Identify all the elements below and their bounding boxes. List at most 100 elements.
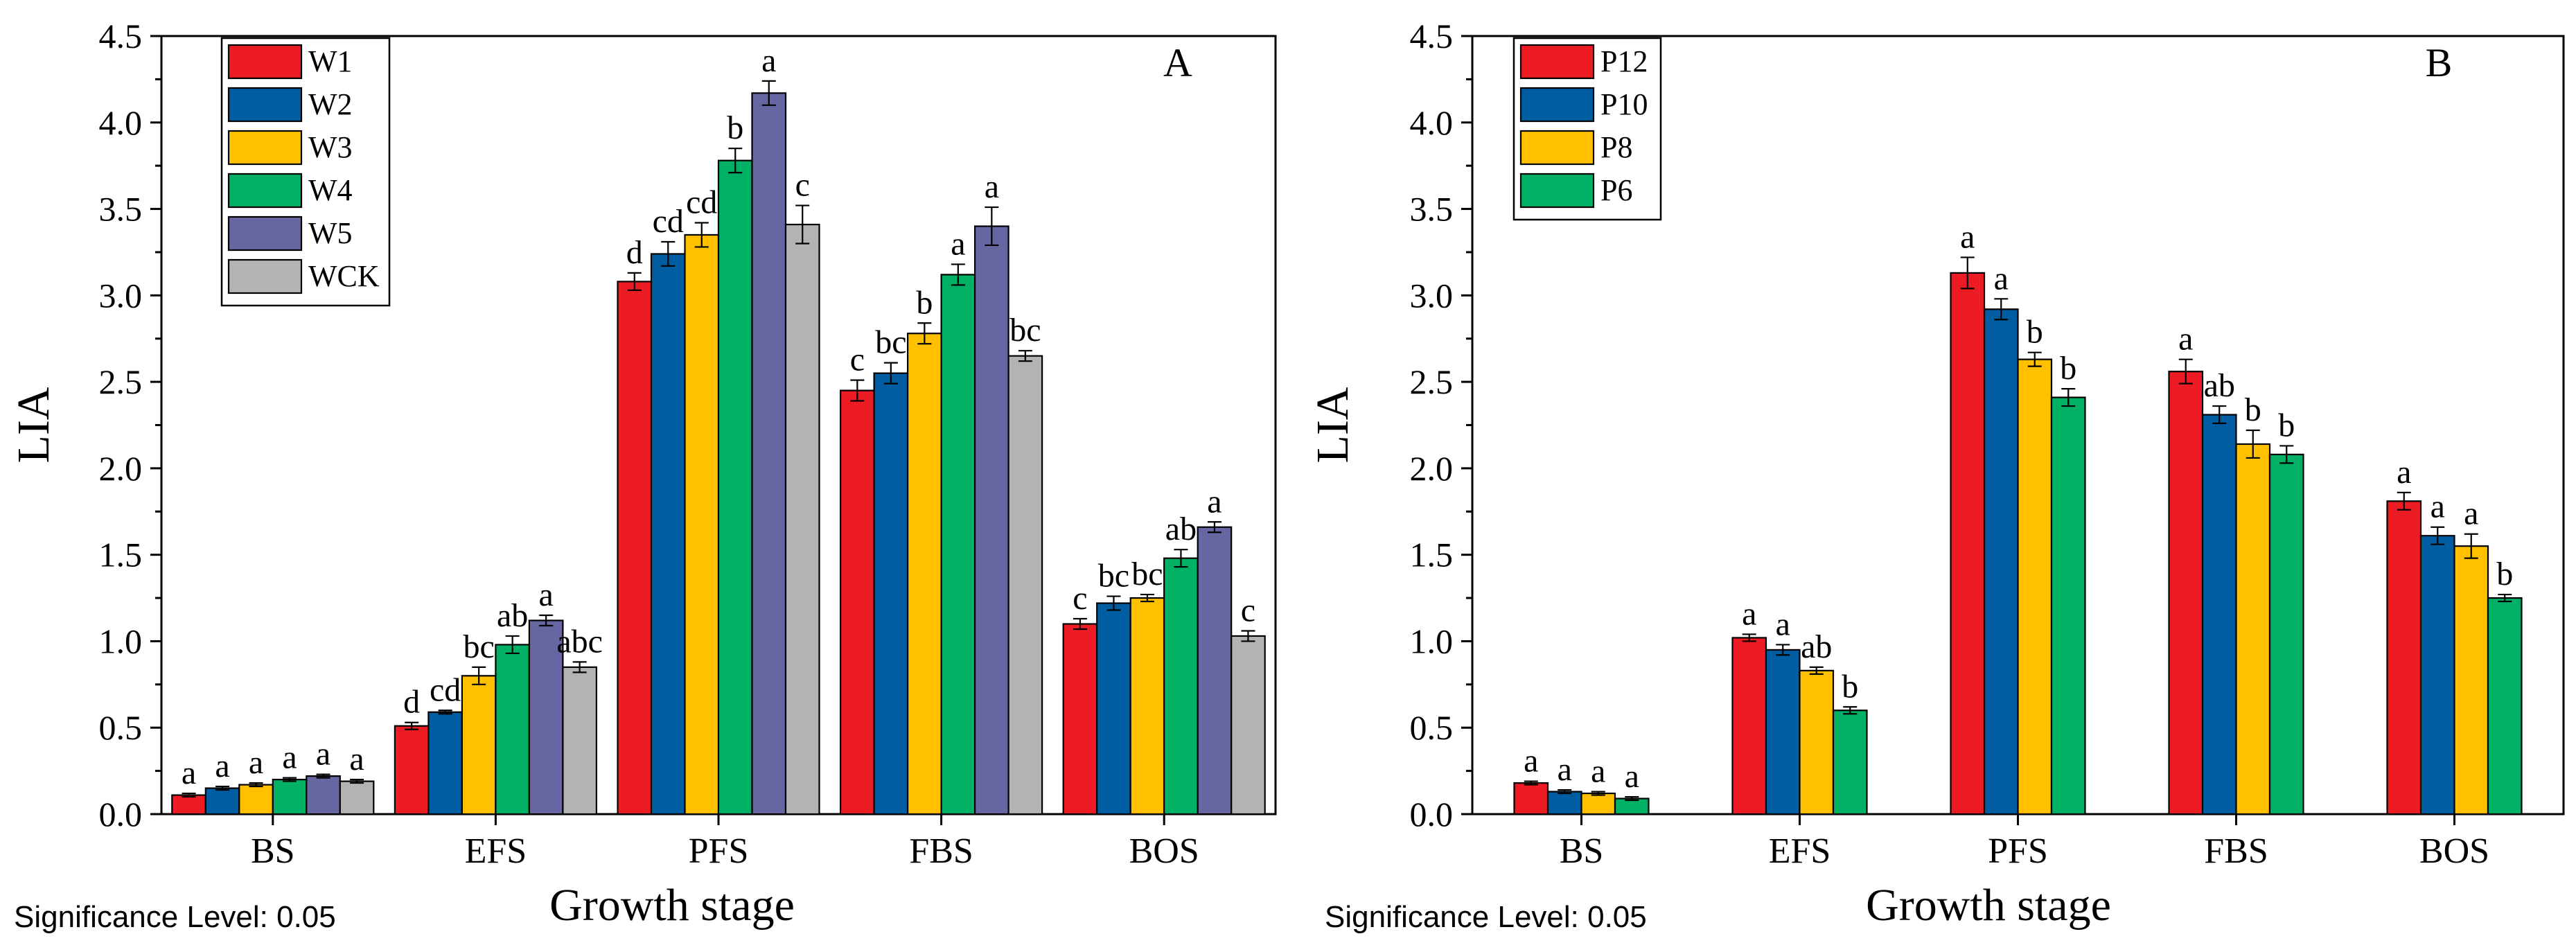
significance-letter: cd — [686, 184, 717, 221]
legend-swatch — [1519, 130, 1595, 166]
bar — [2487, 597, 2523, 816]
bar — [1007, 355, 1043, 816]
legend-label: P10 — [1600, 87, 1648, 121]
y-tick-label: 0.0 — [1410, 795, 1454, 834]
significance-letter: a — [1207, 483, 1221, 520]
bar — [973, 225, 1009, 816]
y-tick-label: 3.0 — [1410, 276, 1454, 315]
bar — [873, 372, 909, 816]
bar — [1983, 308, 2019, 816]
bar — [784, 223, 820, 816]
y-tick-label: 2.0 — [99, 449, 143, 488]
bar — [650, 253, 686, 816]
significance-letter: a — [2431, 488, 2445, 525]
legend-label: W1 — [308, 44, 353, 78]
significance-letter: b — [2245, 391, 2261, 428]
significance-letter: b — [916, 284, 933, 321]
x-tick-label: EFS — [1769, 831, 1831, 871]
y-tick-label: 4.5 — [99, 17, 143, 55]
significance-letter: a — [2464, 495, 2478, 532]
significance-letter: a — [985, 168, 999, 205]
legend-label: P12 — [1600, 44, 1648, 78]
y-tick-label: 2.0 — [1410, 449, 1454, 488]
significance-letter: b — [727, 109, 743, 146]
significance-letter: a — [951, 225, 965, 262]
y-tick-label: 4.5 — [1410, 17, 1454, 55]
significance-letter: cd — [430, 671, 461, 708]
significance-letter: a — [249, 744, 263, 781]
significance-letter: a — [1960, 218, 1975, 255]
y-tick-label: 0.5 — [1410, 708, 1454, 747]
significance-letter: b — [1842, 668, 1858, 705]
y-tick-label: 3.5 — [1410, 190, 1454, 229]
bar — [684, 233, 720, 816]
legend-label: WCK — [308, 259, 380, 293]
legend-swatch — [227, 44, 303, 80]
significance-letter: bc — [463, 628, 494, 665]
significance-letter: c — [1241, 592, 1255, 628]
bar — [2419, 535, 2455, 816]
y-tick-label: 2.5 — [1410, 362, 1454, 401]
significance-note: Significance Level: 0.05 — [14, 900, 336, 934]
bar — [1580, 792, 1616, 816]
significance-letter: b — [2278, 407, 2295, 443]
legend-swatch — [227, 173, 303, 209]
y-tick-label: 1.5 — [1410, 536, 1454, 574]
bar — [2386, 500, 2422, 816]
significance-letter: c — [795, 167, 810, 204]
bar — [562, 666, 598, 816]
bar — [427, 711, 464, 816]
significance-letter: bc — [1131, 556, 1163, 592]
significance-letter: a — [761, 42, 776, 79]
bar — [461, 675, 497, 816]
y-tick-label: 1.5 — [99, 536, 143, 574]
x-tick-label: BOS — [1129, 831, 1199, 871]
bar — [495, 644, 531, 816]
legend-swatch — [1519, 44, 1595, 80]
significance-letter: a — [349, 741, 364, 777]
significance-letter: a — [2397, 454, 2411, 491]
legend-swatch — [227, 87, 303, 123]
significance-letter: a — [282, 739, 297, 776]
x-tick-label: BS — [251, 831, 295, 871]
significance-letter: d — [626, 234, 643, 271]
bar — [1096, 602, 1131, 816]
significance-letter: a — [1776, 606, 1790, 642]
legend-swatch — [227, 215, 303, 252]
y-tick-label: 0.0 — [99, 795, 143, 834]
bar — [171, 794, 206, 816]
bar — [617, 281, 653, 816]
significance-letter: b — [2027, 314, 2043, 351]
bar — [1950, 272, 1986, 816]
bar — [839, 389, 875, 816]
y-tick-label: 3.5 — [99, 190, 143, 229]
significance-letter: c — [1073, 580, 1087, 617]
bar — [204, 787, 240, 816]
bar — [238, 784, 274, 816]
y-tick-label: 3.0 — [99, 276, 143, 315]
bar — [2201, 414, 2237, 816]
bar — [717, 159, 753, 816]
bar — [2235, 443, 2271, 816]
significance-letter: bc — [875, 324, 906, 361]
legend-swatch — [227, 130, 303, 166]
y-axis-title: LIA — [1307, 387, 1358, 463]
x-tick-label: BOS — [2419, 831, 2489, 871]
significance-letter: abc — [556, 623, 603, 660]
significance-letter: a — [1994, 260, 2009, 297]
significance-letter: ab — [1801, 628, 1832, 665]
bar — [2017, 358, 2053, 816]
x-tick-label: FBS — [909, 831, 973, 871]
bar — [940, 274, 976, 816]
bar — [1765, 649, 1801, 816]
x-tick-label: EFS — [465, 831, 527, 871]
bar — [1062, 623, 1098, 816]
bar — [306, 775, 341, 816]
significance-letter: c — [850, 342, 865, 378]
x-tick-label: FBS — [2204, 831, 2268, 871]
significance-letter: a — [1558, 751, 1572, 788]
y-tick-label: 2.5 — [99, 362, 143, 401]
